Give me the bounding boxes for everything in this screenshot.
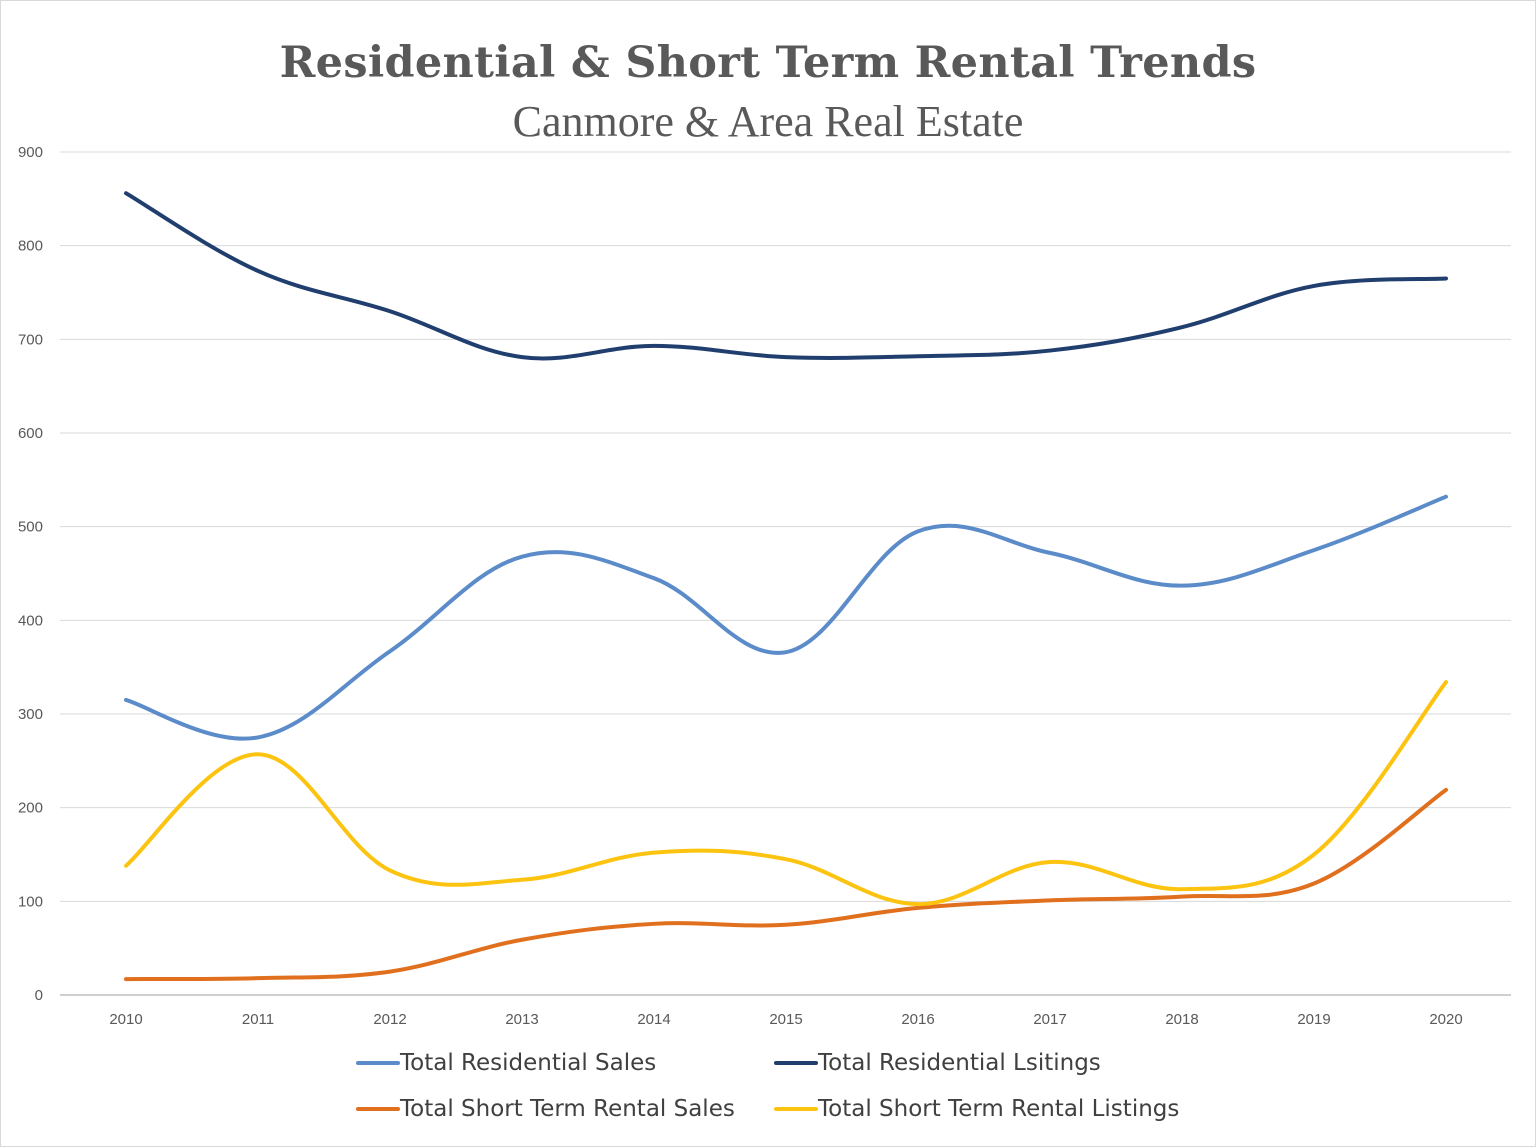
x-tick-label: 2014 bbox=[637, 1011, 670, 1028]
y-tick-label: 100 bbox=[18, 893, 43, 910]
x-tick-label: 2016 bbox=[901, 1011, 934, 1028]
series-line-total-short-term-rental-listings bbox=[124, 680, 1448, 907]
series-line-total-short-term-rental-sales bbox=[124, 787, 1448, 982]
gridlines bbox=[60, 151, 1511, 996]
y-tick-label: 200 bbox=[18, 800, 43, 817]
y-tick-label: 600 bbox=[18, 425, 43, 442]
y-tick-label: 700 bbox=[18, 331, 43, 348]
legend-label: Total Residential Sales bbox=[400, 1050, 657, 1076]
x-axis-ticks: 2010 2011 2012 2013 2014 2015 2016 2017 2018 2019… bbox=[109, 1011, 1462, 1028]
chart-title: Residential & Short Term Rental Trends bbox=[279, 38, 1257, 88]
legend-swatch-str-listings bbox=[774, 1107, 818, 1111]
x-tick-label: 2010 bbox=[109, 1011, 142, 1028]
x-tick-label: 2011 bbox=[242, 1011, 274, 1028]
y-tick-label: 900 bbox=[18, 144, 43, 161]
legend: Total Residential Sales Total Residentia… bbox=[0, 1042, 1536, 1137]
series-lines bbox=[124, 191, 1448, 982]
series-line-total-residential-sales bbox=[124, 494, 1448, 741]
y-tick-label: 400 bbox=[18, 612, 43, 629]
y-tick-label: 800 bbox=[18, 238, 43, 255]
x-tick-label: 2019 bbox=[1297, 1011, 1330, 1028]
legend-label: Total Residential Lsitings bbox=[818, 1050, 1101, 1076]
x-tick-label: 2015 bbox=[769, 1011, 802, 1028]
legend-label: Total Short Term Rental Sales bbox=[400, 1096, 735, 1122]
chart-subtitle: Canmore & Area Real Estate bbox=[512, 97, 1024, 146]
y-tick-label: 300 bbox=[18, 706, 43, 723]
x-tick-label: 2013 bbox=[505, 1011, 538, 1028]
series-line-total-residential-lsitings bbox=[124, 191, 1448, 361]
x-tick-label: 2018 bbox=[1165, 1011, 1198, 1028]
legend-swatch-residential-sales bbox=[356, 1061, 400, 1065]
legend-item-str-listings: Total Short Term Rental Listings bbox=[774, 1096, 1179, 1122]
legend-swatch-residential-listings bbox=[774, 1061, 818, 1065]
legend-item-str-sales: Total Short Term Rental Sales bbox=[356, 1096, 735, 1122]
y-tick-label: 500 bbox=[18, 519, 43, 536]
legend-item-residential-sales: Total Residential Sales bbox=[356, 1050, 656, 1076]
legend-item-residential-listings: Total Residential Lsitings bbox=[774, 1050, 1101, 1076]
x-tick-label: 2017 bbox=[1033, 1011, 1066, 1028]
legend-swatch-str-sales bbox=[356, 1107, 400, 1111]
x-tick-label: 2020 bbox=[1429, 1011, 1462, 1028]
y-tick-label: 0 bbox=[35, 987, 43, 1004]
legend-label: Total Short Term Rental Listings bbox=[818, 1096, 1180, 1122]
x-tick-label: 2012 bbox=[373, 1011, 406, 1028]
y-axis-ticks: 0 100 200 300 400 500 600 700 800 900 bbox=[18, 144, 43, 1004]
